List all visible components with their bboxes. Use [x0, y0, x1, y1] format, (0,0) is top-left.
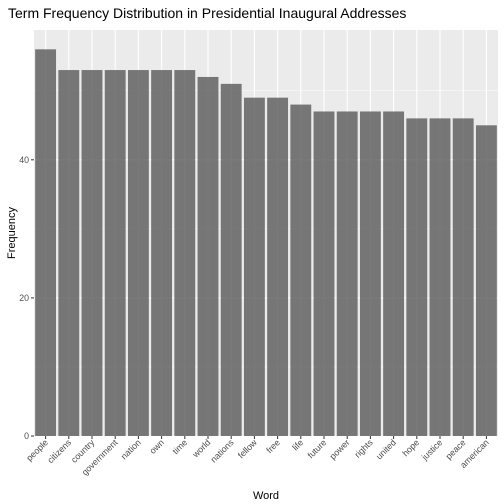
- bar-citizens: [58, 70, 80, 437]
- x-tick-label: free: [264, 437, 282, 455]
- x-tick-label: united: [374, 437, 398, 461]
- y-axis-title: Frequency: [6, 207, 18, 259]
- y-tick-label: 20: [19, 293, 29, 303]
- bar-time: [174, 70, 196, 437]
- bar-peace: [452, 118, 474, 436]
- bar-hope: [406, 118, 428, 436]
- bar-nations: [220, 83, 242, 436]
- bar-american: [475, 125, 497, 437]
- bar-world: [197, 76, 219, 436]
- bar-future: [313, 111, 335, 436]
- y-tick-label: 0: [24, 431, 29, 441]
- x-tick-label: citizens: [45, 437, 73, 465]
- x-tick-label: hope: [400, 437, 421, 458]
- bar-fellow: [243, 97, 265, 437]
- x-axis-title: Word: [253, 490, 279, 502]
- bar-government: [104, 70, 126, 437]
- x-tick-label: future: [305, 437, 328, 460]
- bar-country: [81, 70, 103, 437]
- x-tick-label: power: [328, 437, 352, 461]
- x-tick-label: nation: [119, 437, 143, 461]
- bar-free: [267, 97, 289, 437]
- y-axis: 0 20 40: [19, 155, 34, 441]
- y-tick-label: 40: [19, 155, 29, 165]
- bar-justice: [429, 118, 451, 436]
- bar-rights: [359, 111, 381, 436]
- bar-life: [290, 104, 312, 437]
- bar-united: [383, 111, 405, 436]
- x-tick-label: justice: [419, 437, 444, 462]
- x-tick-label: nations: [208, 437, 236, 465]
- x-tick-label: rights: [353, 437, 376, 460]
- x-tick-label: time: [170, 437, 189, 456]
- bar-own: [151, 70, 173, 437]
- x-tick-label: fellow: [236, 437, 259, 460]
- chart-title: Term Frequency Distribution in President…: [8, 5, 406, 21]
- bar-nation: [127, 70, 149, 437]
- bar-power: [336, 111, 358, 436]
- bars: [35, 49, 497, 437]
- x-tick-label: own: [148, 437, 167, 456]
- x-tick-label: life: [290, 437, 305, 452]
- bar-people: [35, 49, 57, 436]
